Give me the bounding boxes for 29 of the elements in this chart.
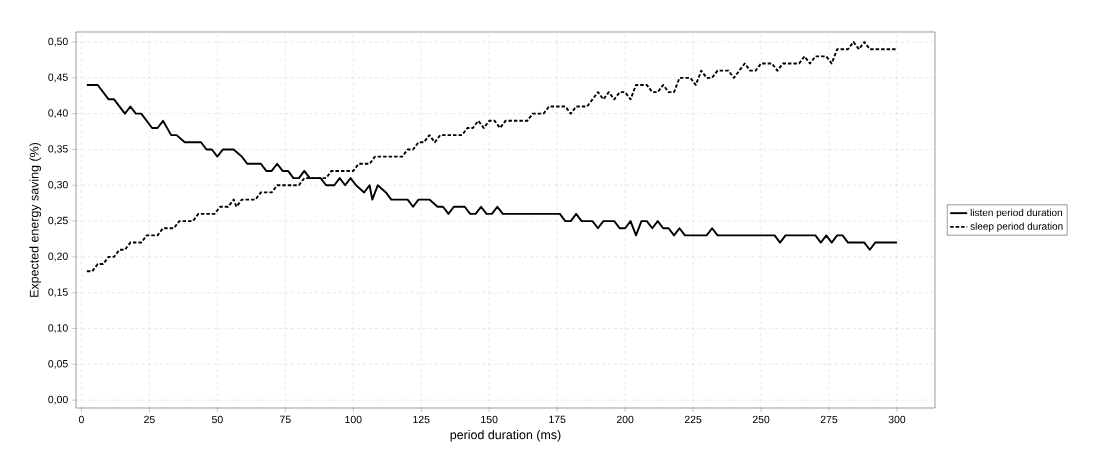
y-tick-label: 0,30 (48, 180, 68, 190)
x-tick-label: 100 (345, 415, 362, 424)
x-tick-label: 225 (684, 415, 702, 424)
x-tick-label: 25 (144, 415, 155, 424)
x-tick-label: 175 (549, 415, 566, 424)
x-tick-label: 125 (413, 415, 430, 424)
x-axis-title: period duration (ms) (450, 430, 561, 442)
y-tick-label: 0,00 (48, 395, 68, 405)
x-tick-label: 0 (78, 415, 84, 424)
y-tick-label: 0,15 (48, 288, 68, 298)
x-tick-label: 275 (820, 415, 838, 424)
legend-label: listen period duration (970, 208, 1062, 219)
y-tick-label: 0,40 (48, 109, 68, 118)
x-tick-label: 75 (280, 415, 291, 424)
y-tick-label: 0,25 (48, 216, 68, 226)
legend-label: sleep period duration (970, 222, 1063, 232)
x-tick-label: 250 (752, 415, 770, 424)
y-tick-label: 0,35 (48, 145, 68, 154)
line-series (85, 41, 898, 273)
x-tick-label: 300 (888, 415, 906, 424)
x-tick-label: 150 (481, 415, 498, 424)
y-tick-label: 0,45 (48, 73, 68, 83)
y-tick-label: 0,20 (48, 252, 68, 262)
y-tick-label: 0,05 (48, 360, 68, 369)
x-tick-label: 200 (616, 415, 634, 424)
y-tick-label: 0,10 (48, 324, 68, 333)
y-tick-label: 0,50 (48, 37, 68, 47)
y-axis-title: Expected energy saving (%) (29, 142, 42, 297)
x-tick-label: 50 (211, 415, 223, 424)
